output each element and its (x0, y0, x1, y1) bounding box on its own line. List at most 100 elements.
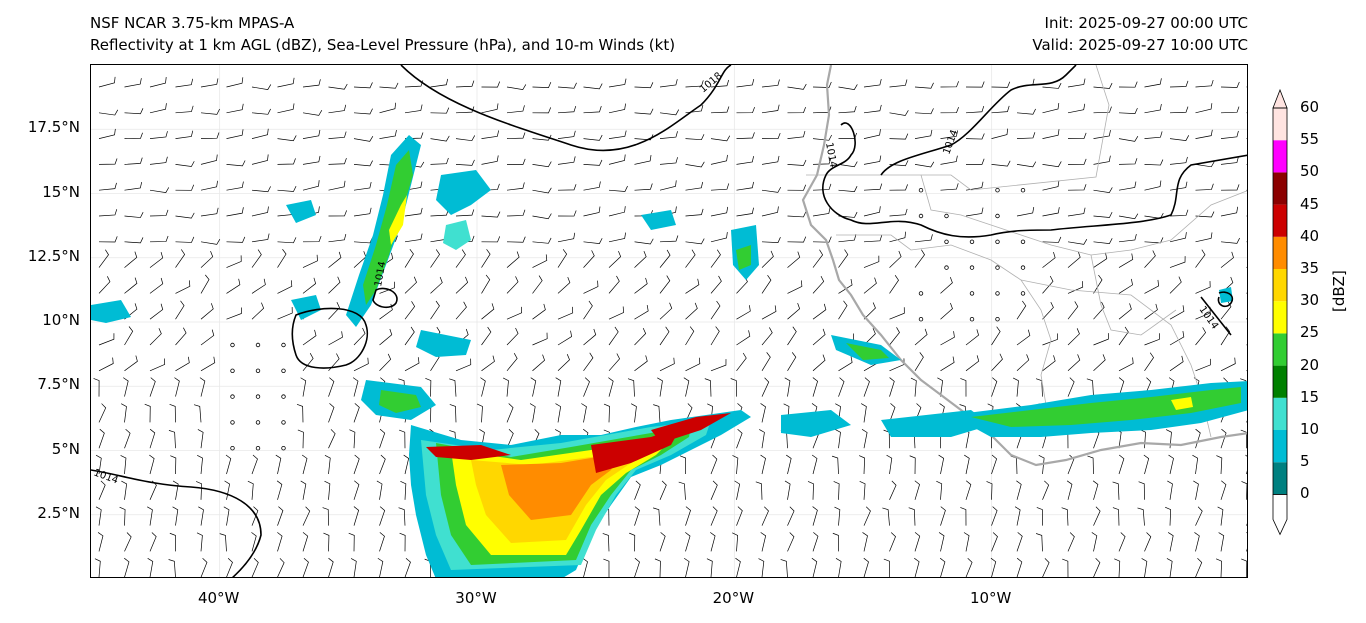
wind-barb (1118, 253, 1134, 268)
wind-barb (480, 377, 486, 397)
wind-barb (98, 182, 117, 191)
wind-barb (1169, 355, 1184, 372)
wind-barb (506, 132, 526, 139)
wind-barb (219, 533, 227, 552)
wind-barb (455, 135, 476, 142)
colorbar-tick-label: 5 (1300, 452, 1310, 471)
wind-barb (328, 557, 334, 577)
wind-barb (787, 83, 807, 90)
wind-barb (659, 326, 670, 346)
wind-barb (557, 232, 576, 243)
wind-barb (251, 84, 272, 90)
wind-barb (1016, 300, 1027, 320)
wind-barb (1093, 301, 1105, 320)
wind-barb (965, 207, 984, 217)
wind-barb (251, 532, 257, 552)
wind-barb (914, 480, 920, 500)
wind-barb (634, 327, 647, 346)
wind-barb (506, 84, 527, 91)
wind-barb (710, 359, 727, 372)
wind-barb (175, 130, 194, 139)
wind-barb (1093, 155, 1111, 165)
colorbar-segment (1273, 430, 1287, 463)
colorbar-tick-label: 30 (1300, 291, 1320, 310)
wind-barb (831, 455, 839, 475)
wind-barb (481, 303, 495, 320)
wind-barb (710, 135, 731, 142)
wind-barb (863, 255, 880, 268)
wind-barb (787, 251, 801, 268)
wind-barb (1246, 138, 1247, 139)
wind-barb (1118, 278, 1133, 294)
wind-barb (1167, 480, 1173, 500)
wind-barb (683, 557, 690, 577)
wind-barb (1192, 454, 1199, 475)
wind-barb (124, 428, 131, 449)
wind-barb (350, 558, 357, 577)
wind-barb (965, 81, 985, 88)
wind-barb (704, 378, 712, 397)
wind-barb (1087, 455, 1094, 475)
wind-barb (965, 355, 980, 372)
wind-barb (98, 128, 116, 139)
wind-barb (1093, 354, 1106, 372)
wind-barb (679, 455, 686, 475)
wind-barb (144, 403, 151, 423)
wind-barb (169, 403, 176, 423)
wind-barb (863, 302, 876, 320)
wind-barbs (93, 76, 1247, 577)
wind-barb (914, 82, 934, 89)
wind-barb (328, 331, 343, 346)
wind-barb (838, 278, 853, 294)
wind-barb (1217, 506, 1224, 526)
wind-barb (657, 377, 663, 397)
wind-barb (323, 532, 330, 552)
wind-barb (608, 103, 626, 114)
wind-barb (812, 328, 826, 346)
wind-barb (834, 506, 841, 526)
wind-barb (124, 277, 138, 294)
wind-barb (124, 237, 144, 244)
wind-barb (277, 558, 285, 577)
wind-barb (404, 301, 416, 320)
wind-barb (302, 110, 323, 116)
wind-barb (124, 108, 144, 115)
wind-barb (914, 108, 934, 115)
wind-barb (1246, 318, 1247, 320)
wind-barb (277, 532, 283, 552)
wind-barb (532, 303, 546, 320)
wind-barb (425, 377, 432, 397)
wind-barb (608, 250, 622, 268)
wind-barb (328, 157, 347, 165)
wind-barb (296, 404, 304, 423)
wind-barb (685, 181, 704, 191)
wind-barb (95, 454, 102, 475)
wind-barb (226, 557, 233, 577)
wind-barb (302, 277, 317, 294)
wind-barb (685, 403, 693, 423)
wind-barb (196, 532, 203, 552)
calm-wind-marker (944, 265, 949, 270)
wind-barb (302, 129, 321, 139)
wind-barb (634, 304, 649, 320)
wind-barb (659, 235, 679, 243)
wind-barb (863, 328, 876, 346)
wind-barb (557, 82, 577, 89)
wind-barb (761, 506, 769, 526)
wind-barb (889, 110, 909, 116)
wind-barb (124, 212, 144, 218)
wind-barb (761, 250, 774, 268)
wind-barb (98, 249, 109, 268)
calm-wind-marker (969, 291, 975, 296)
wind-barb (1246, 344, 1247, 346)
wind-barb (1042, 161, 1062, 168)
wind-barb (784, 377, 791, 397)
wind-barb (147, 558, 154, 577)
wind-barb (730, 378, 737, 397)
wind-barb (149, 235, 169, 243)
wind-barb (353, 160, 373, 167)
wind-barb (1195, 129, 1213, 139)
wind-barb (1067, 354, 1081, 372)
wind-barb (991, 377, 998, 397)
wind-barb (583, 352, 594, 372)
